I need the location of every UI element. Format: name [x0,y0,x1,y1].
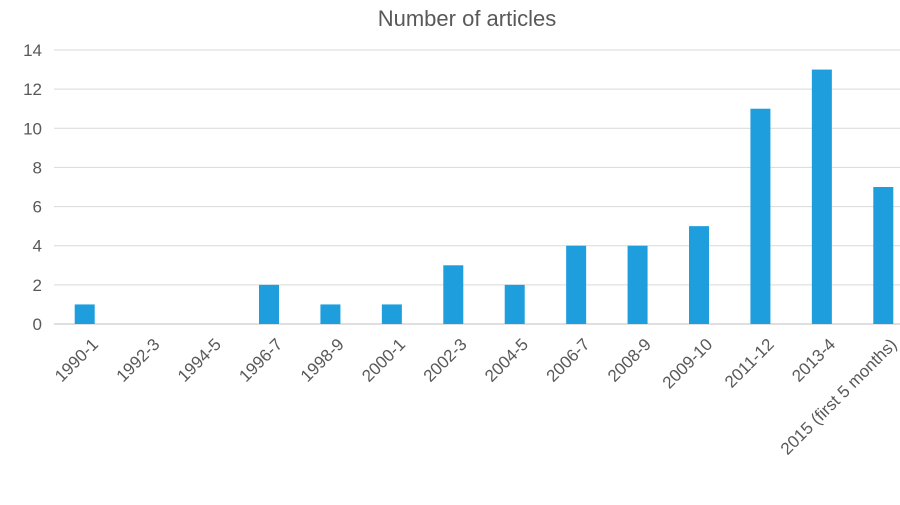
y-tick-label: 14 [23,41,42,60]
bar [381,304,402,324]
x-tick-label: 2008-9 [604,335,655,386]
bar [74,304,95,324]
bar [811,69,832,324]
x-tick-label: 1990-1 [51,335,102,386]
y-tick-label: 6 [33,198,42,217]
chart-title: Number of articles [377,6,557,31]
bars [74,69,894,324]
x-tick-label: 1994-5 [174,335,225,386]
bar [566,245,587,324]
y-tick-label: 8 [33,158,42,177]
y-tick-label: 2 [33,276,42,295]
y-tick-label: 0 [33,315,42,334]
x-tick-label: 1998-9 [297,335,348,386]
y-tick-label: 12 [23,80,42,99]
bar [504,284,525,324]
x-tick-label: 2013-4 [788,335,839,386]
x-tick-label: 2002-3 [420,335,471,386]
y-tick-label: 10 [23,119,42,138]
bar [627,245,648,324]
x-tick-label: 2000-1 [358,335,409,386]
bar [259,284,279,324]
x-tick-label: 2015 (first 5 months) [777,335,900,459]
y-tick-label: 4 [33,237,42,256]
x-axis-ticks: 1990-1 1992-3 1994-5 1996-7 1998-9 2000-1 2002… [51,335,900,459]
bar [689,226,709,324]
y-axis-ticks: 0 2 4 6 8 10 12 14 [23,41,42,334]
x-tick-label: 2009-10 [659,335,717,393]
x-tick-label: 2004-5 [481,335,532,386]
x-tick-label: 2011-12 [721,335,778,392]
bar [443,265,464,324]
bar [873,187,894,324]
x-tick-label: 1992-3 [113,335,164,386]
bar [320,304,341,324]
x-tick-label: 2006-7 [543,335,594,386]
gridlines [54,49,900,325]
x-tick-label: 1996-7 [235,335,286,386]
bar [750,108,771,324]
